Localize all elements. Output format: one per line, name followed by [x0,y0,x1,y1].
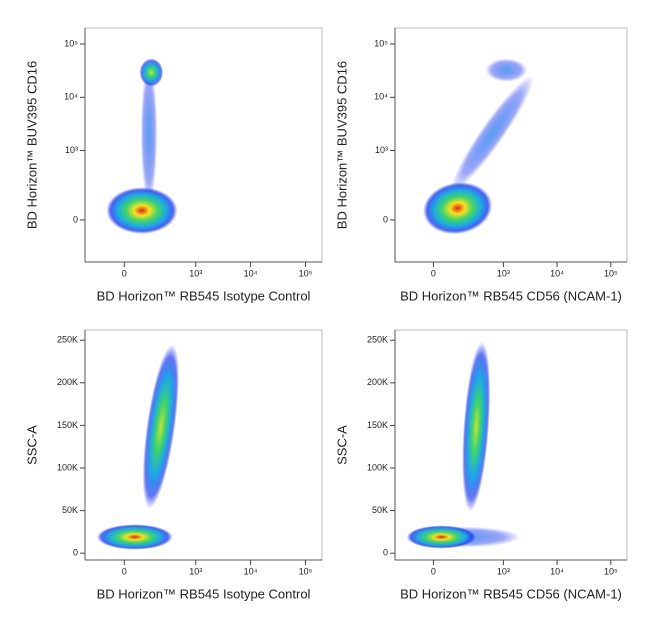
y-tick-label: 200K [57,377,78,387]
plot-area: 0 10³ 10⁴ 10⁵ 0 10³ 10⁴ 10⁵ BD Horizon™ RB545 CD… [334,27,628,303]
x-tick-label: 10³ [189,268,202,278]
y-tick-label: 250K [367,335,388,345]
x-axis-label: BD Horizon™ RB545 CD56 (NCAM-1) [400,586,622,601]
x-tick-label: 0 [122,566,127,576]
density-cloud [485,58,528,82]
y-tick-label: 150K [57,420,78,430]
x-tick-label: 10⁵ [299,268,313,278]
x-tick-label: 0 [122,268,127,278]
y-tick-label: 250K [57,335,78,345]
x-tick-label: 10⁵ [299,566,313,576]
x-tick-label: 10³ [497,268,510,278]
x-tick-label: 0 [431,566,436,576]
x-axis-label: BD Horizon™ RB545 Isotype Control [97,288,311,303]
y-tick-label: 10³ [375,145,388,155]
density-cloud [451,75,534,192]
y-tick-label: 50K [372,505,388,515]
plot-frame [84,329,323,561]
y-tick-label: 50K [62,505,78,515]
y-axis-label: SSC-A [24,425,39,465]
x-tick-label: 10³ [497,566,510,576]
x-tick-label: 10³ [189,566,202,576]
y-tick-label: 0 [73,548,78,558]
density-cloud [406,525,477,549]
x-tick-label: 10⁴ [244,566,258,576]
x-tick-label: 10⁵ [604,268,618,278]
y-axis-label: SSC-A [334,425,349,465]
y-tick-label: 100K [57,462,78,472]
x-axis-label: BD Horizon™ RB545 CD56 (NCAM-1) [400,288,622,303]
y-tick-label: 100K [367,462,388,472]
plot-area: 0 10³ 10⁴ 10⁵ 0 50K 100K 150K 200K 250K BD Horizon… [334,329,628,601]
plot-frame [394,329,628,561]
y-axis-label: BD Horizon™ BUV395 CD16 [334,61,349,229]
y-tick-label: 0 [73,214,78,224]
y-tick-label: 0 [383,548,388,558]
density-cloud [139,58,164,87]
y-tick-label: 10⁴ [64,92,78,102]
x-tick-label: 10⁴ [244,268,258,278]
y-tick-label: 0 [383,214,388,224]
density-cloud [140,63,158,204]
x-tick-label: 10⁵ [604,566,618,576]
y-tick-label: 150K [367,420,388,430]
x-axis-label: BD Horizon™ RB545 Isotype Control [97,586,311,601]
x-tick-label: 0 [431,268,436,278]
density-cloud [142,344,180,509]
y-tick-label: 10⁵ [374,38,388,48]
plot-area: 0 10³ 10⁴ 10⁵ 0 10³ 10⁴ 10⁵ BD Horizon™ RB545 Is… [24,27,323,303]
density-cloud [462,341,491,512]
x-tick-label: 10⁴ [550,268,564,278]
y-axis-label: BD Horizon™ BUV395 CD16 [24,61,39,229]
y-tick-label: 10⁴ [374,92,388,102]
y-tick-label: 10⁵ [64,38,78,48]
x-tick-label: 10⁴ [550,566,564,576]
plot-area: 0 10³ 10⁴ 10⁵ 0 50K 100K 150K 200K 250K BD Horizon… [24,329,323,601]
density-cloud [423,182,493,235]
density-cloud [106,187,178,234]
y-tick-label: 200K [367,377,388,387]
density-cloud [96,524,173,550]
y-tick-label: 10³ [65,145,78,155]
